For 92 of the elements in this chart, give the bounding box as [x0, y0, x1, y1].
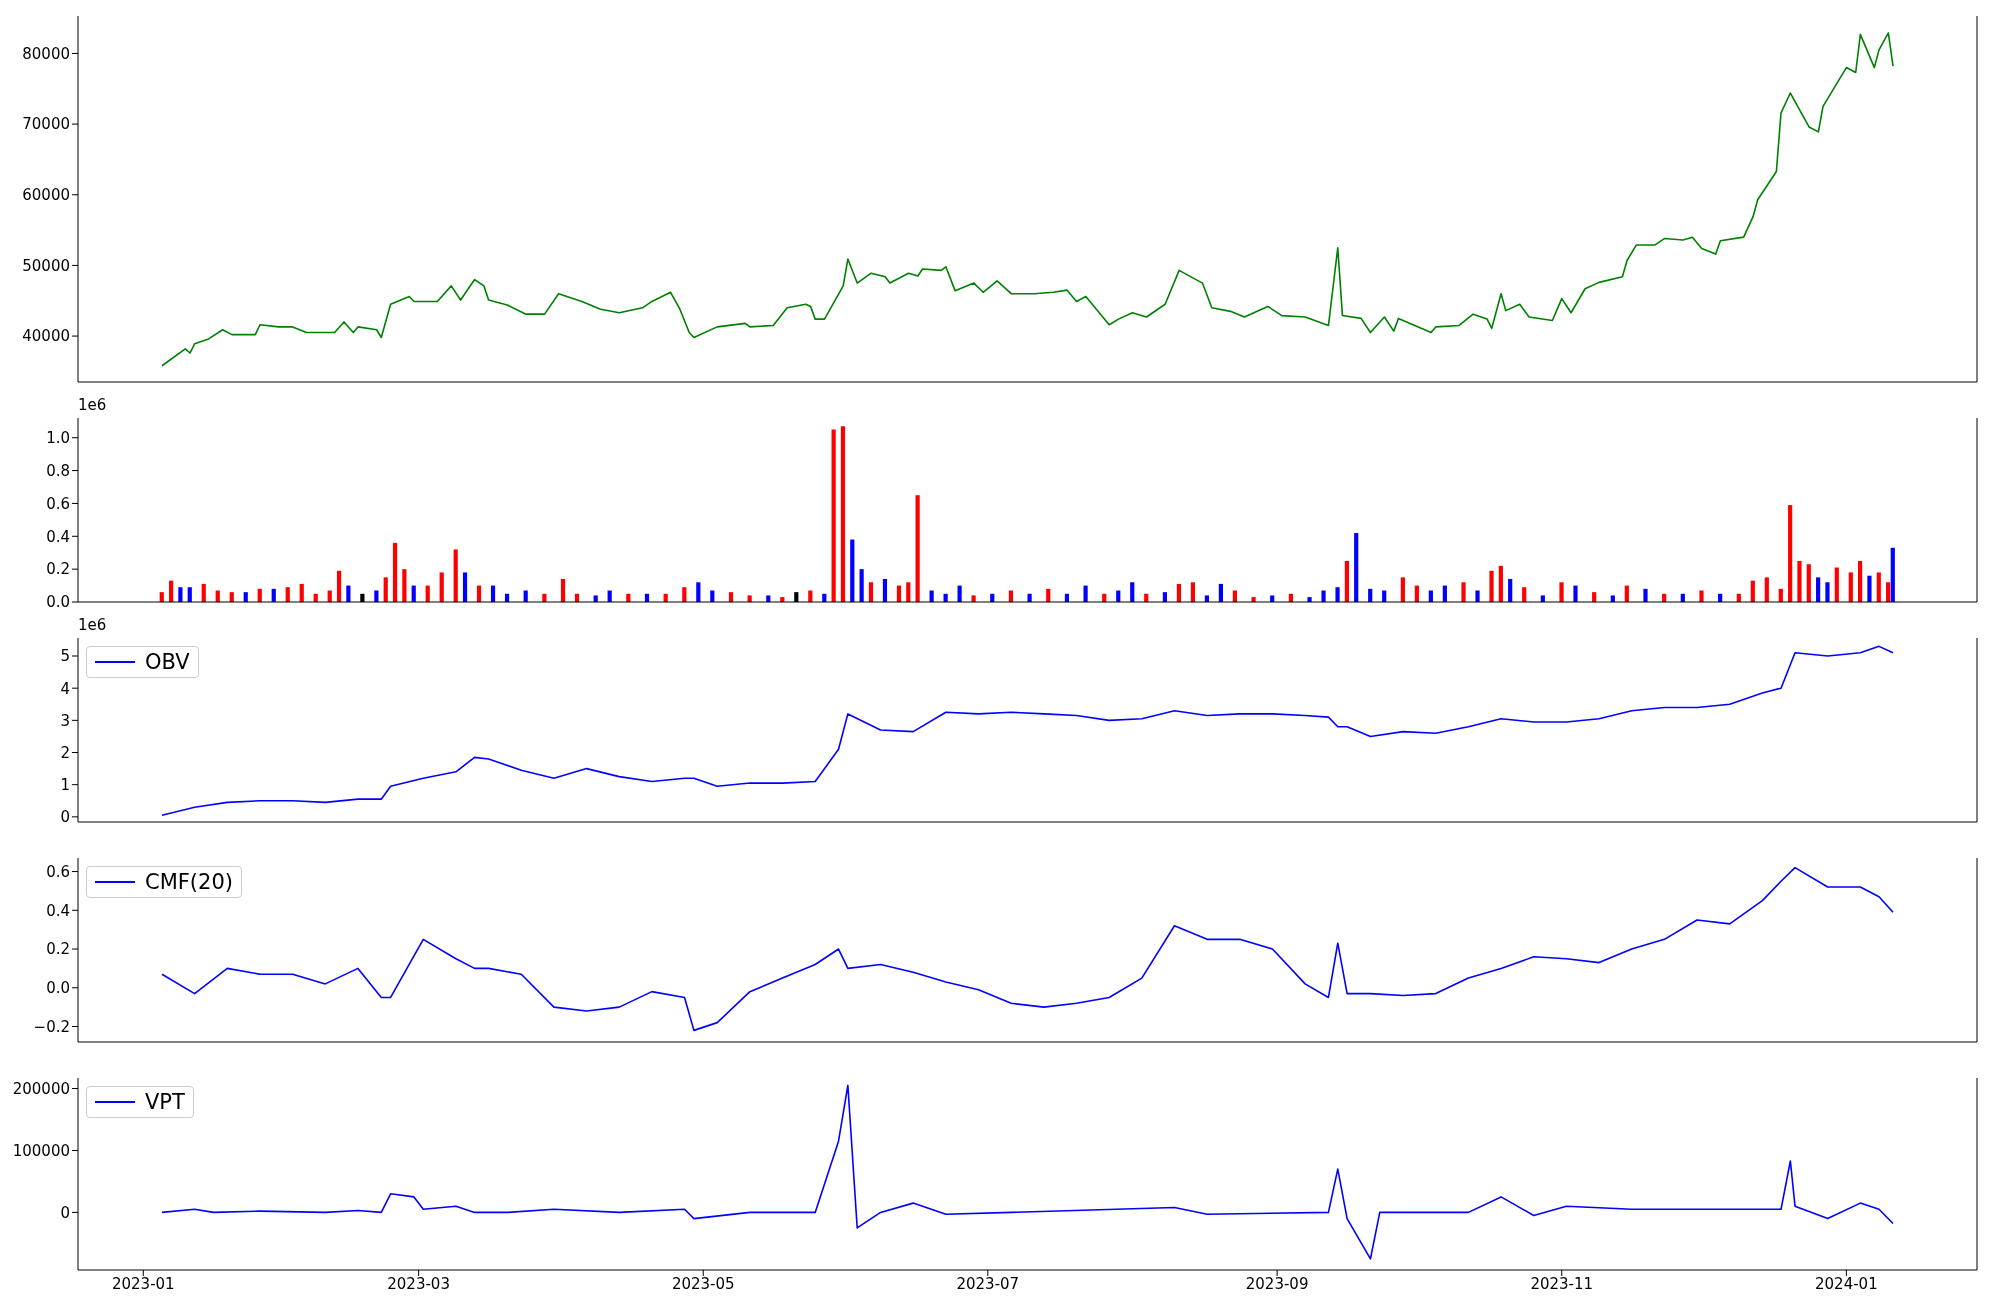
- y-tick-label: −0.2: [33, 1017, 70, 1036]
- bar: [392, 542, 398, 602]
- bar: [1825, 582, 1830, 602]
- x-tick-label: 2023-03: [387, 1274, 450, 1293]
- y-tick-label: 60000: [22, 186, 70, 205]
- y-tick-label: 0: [60, 808, 70, 827]
- bar: [1890, 547, 1895, 602]
- x-tick-label: 2023-07: [956, 1274, 1020, 1293]
- bar: [1498, 565, 1503, 602]
- bar: [1251, 597, 1256, 602]
- text: 1e6: [78, 616, 107, 634]
- bar: [1788, 505, 1793, 602]
- y-tick-label: 40000: [22, 327, 70, 346]
- bar: [336, 570, 342, 602]
- x-tick-label: 2023-11: [1530, 1274, 1594, 1293]
- bar: [840, 426, 846, 602]
- bar: [1886, 582, 1891, 602]
- bar: [906, 582, 911, 602]
- bar: [1816, 577, 1821, 602]
- x-tick-label: 2024-01: [1815, 1274, 1878, 1293]
- bar: [1522, 587, 1527, 602]
- y-tick-label: 1: [60, 776, 70, 795]
- bar: [1489, 570, 1494, 602]
- bar: [1834, 567, 1839, 602]
- line-series: [161, 32, 1894, 367]
- bar: [1867, 575, 1872, 602]
- bar: [882, 579, 888, 602]
- bar: [285, 587, 290, 602]
- bar: [1508, 579, 1513, 602]
- bar: [1699, 590, 1704, 602]
- bar: [682, 587, 687, 602]
- bar: [1876, 572, 1881, 602]
- y-tick-label: 0.6: [46, 494, 70, 513]
- y-tick-label: 70000: [22, 115, 70, 134]
- bar: [1764, 577, 1769, 602]
- y-tick-label: 80000: [22, 44, 70, 63]
- x-tick-label: 2023-01: [111, 1274, 175, 1293]
- x-tick-label: 2023-09: [1245, 1274, 1309, 1293]
- bar: [1573, 585, 1578, 602]
- y-tick-label: 4: [60, 679, 70, 698]
- y-tick-label: 200000: [12, 1079, 70, 1098]
- y-tick-label: 1.0: [46, 429, 70, 448]
- y-tick-label: 0.4: [46, 527, 70, 546]
- bar: [1858, 560, 1863, 602]
- bar: [1806, 564, 1811, 602]
- bar: [859, 569, 864, 602]
- y-tick-label: 5: [60, 647, 70, 666]
- y-tick-label: 100000: [12, 1141, 70, 1160]
- x-tick-label: 2023-05: [671, 1274, 735, 1293]
- bar: [1461, 582, 1466, 602]
- bar: [1130, 582, 1135, 602]
- y-tick-label: 0.6: [46, 862, 70, 881]
- bar: [1321, 590, 1326, 602]
- bar: [696, 582, 701, 602]
- bar: [1643, 588, 1648, 602]
- y-tick-label: 0: [60, 1203, 70, 1222]
- bar: [439, 572, 444, 602]
- bar: [453, 549, 458, 602]
- bar: [1354, 533, 1359, 602]
- bar: [560, 579, 566, 602]
- y-tick-label: 50000: [22, 256, 70, 275]
- legend-label: CMF(20): [145, 870, 233, 894]
- bar: [402, 569, 407, 602]
- y-tick-label: 0.0: [46, 593, 70, 612]
- text: 1e6: [78, 396, 107, 414]
- y-tick-label: 0.2: [46, 940, 70, 959]
- y-tick-label: 2: [60, 743, 70, 762]
- bar: [1797, 560, 1802, 602]
- y-tick-label: 0.2: [46, 560, 70, 579]
- bar: [1475, 590, 1480, 602]
- y-tick-label: 0.8: [46, 461, 70, 480]
- bar: [1559, 582, 1564, 602]
- bar: [1307, 597, 1312, 602]
- y-tick-label: 0.0: [46, 979, 70, 998]
- y-tick-label: 0.4: [46, 901, 70, 920]
- y-tick-label: 3: [60, 711, 70, 730]
- bar: [1083, 585, 1088, 602]
- bar: [915, 495, 920, 602]
- bar: [831, 429, 836, 602]
- bar: [178, 587, 183, 602]
- bar: [1335, 587, 1340, 602]
- bar: [187, 587, 192, 602]
- bar: [383, 577, 388, 602]
- bar: [1848, 572, 1853, 602]
- bar: [1344, 560, 1349, 602]
- bar: [1190, 582, 1195, 602]
- bar: [868, 582, 874, 602]
- bar: [1400, 577, 1405, 602]
- bar: [850, 539, 855, 602]
- legend-label: VPT: [145, 1090, 185, 1114]
- bar: [462, 572, 468, 602]
- legend-label: OBV: [145, 650, 190, 674]
